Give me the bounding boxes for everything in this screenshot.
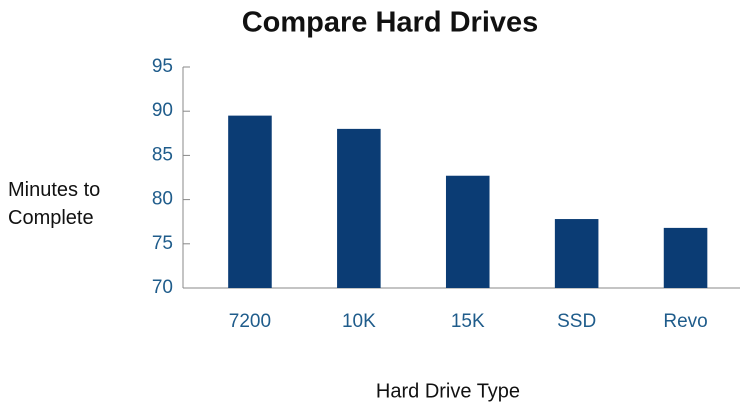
- chart-title: Compare Hard Drives: [242, 7, 539, 39]
- x-axis-label: Hard Drive Type: [376, 380, 520, 402]
- bar: [554, 219, 599, 288]
- y-tick-label: 75: [152, 233, 173, 254]
- x-tick-label: SSD: [557, 311, 596, 332]
- bar: [337, 128, 381, 288]
- x-tick-label: 7200: [229, 311, 271, 332]
- bar: [663, 227, 708, 288]
- y-axis-label: Minutes to Complete: [8, 179, 101, 229]
- bar: [445, 175, 490, 288]
- y-tick-label: 95: [152, 56, 173, 77]
- y-tick-label: 90: [152, 100, 173, 121]
- x-tick-label: 10K: [342, 311, 376, 332]
- x-tick-label: Revo: [663, 311, 707, 332]
- bar: [228, 115, 272, 289]
- y-tick-label: 85: [152, 144, 173, 165]
- x-tick-label: 15K: [451, 311, 485, 332]
- y-tick-label: 70: [152, 277, 173, 298]
- y-tick-label: 80: [152, 189, 173, 210]
